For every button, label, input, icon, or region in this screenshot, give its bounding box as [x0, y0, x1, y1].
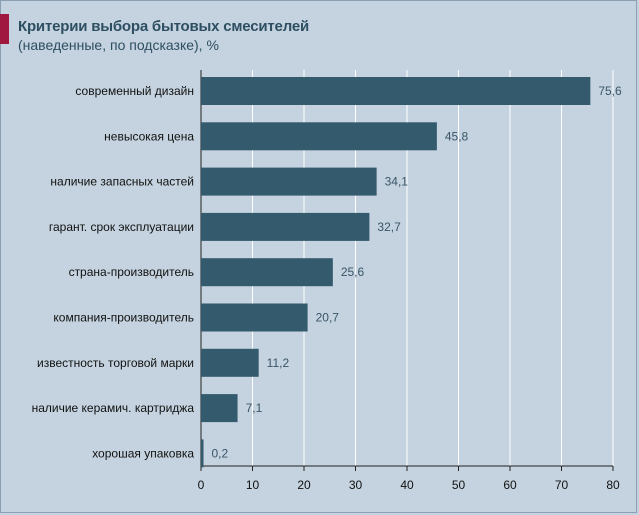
bar — [201, 167, 377, 196]
x-tick-label-30: 30 — [349, 478, 363, 492]
data-label: 34,1 — [385, 175, 409, 189]
category-label: современный дизайн — [75, 84, 194, 98]
x-tick-label-10: 10 — [246, 478, 260, 492]
category-label: хорошая упаковка — [92, 446, 194, 460]
data-label: 32,7 — [377, 220, 401, 234]
x-tick-label-0: 0 — [198, 478, 205, 492]
bar — [201, 439, 204, 468]
data-label: 20,7 — [316, 311, 340, 325]
x-tick-label-60: 60 — [503, 478, 517, 492]
data-label: 0,2 — [212, 446, 229, 460]
title-accent-bar — [0, 14, 9, 44]
category-label: наличие запасных частей — [50, 175, 194, 189]
category-label: гарант. срок эксплуатации — [49, 220, 194, 234]
data-label: 45,8 — [445, 129, 469, 143]
chart-title: Критерии выбора бытовых смесителей — [18, 18, 309, 35]
bar — [201, 394, 238, 423]
bar — [201, 258, 333, 287]
bar — [201, 212, 370, 241]
bar — [201, 303, 308, 332]
category-label: невысокая цена — [104, 129, 194, 143]
x-tick-label-70: 70 — [555, 478, 569, 492]
chart-subtitle: (наведенные, по подсказке), % — [18, 37, 219, 53]
bar — [201, 348, 259, 377]
x-tick-label-40: 40 — [400, 478, 414, 492]
data-label: 11,2 — [267, 356, 290, 370]
category-label: известность торговой марки — [37, 356, 194, 370]
data-label: 75,6 — [598, 84, 622, 98]
bar — [201, 77, 591, 105]
bar — [201, 122, 437, 151]
category-label: наличие керамич. картриджа — [32, 401, 195, 415]
x-tick-label-20: 20 — [297, 478, 311, 492]
data-label: 7,1 — [246, 401, 263, 415]
category-label: компания-производитель — [53, 311, 194, 325]
category-label: страна-производитель — [69, 265, 194, 279]
data-label: 25,6 — [341, 265, 365, 279]
x-tick-label-50: 50 — [452, 478, 466, 492]
x-tick-label-80: 80 — [606, 478, 620, 492]
